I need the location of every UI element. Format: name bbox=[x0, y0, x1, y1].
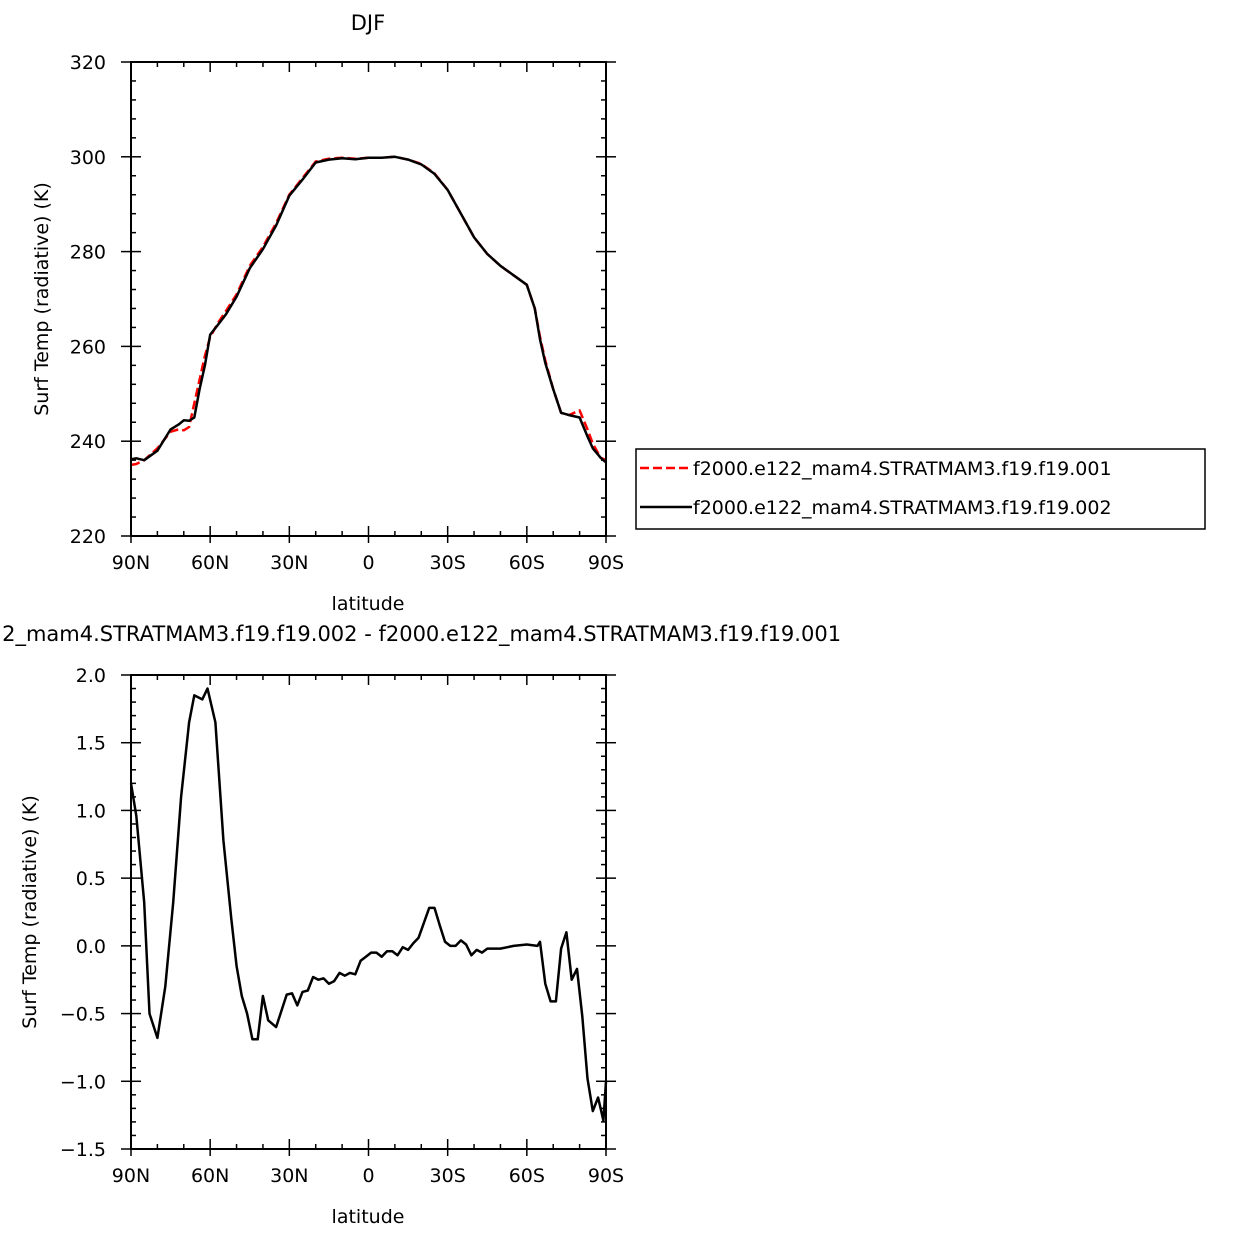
bottom-y-tick-label: 0.5 bbox=[76, 868, 106, 890]
top-panel-y-axis-label: Surf Temp (radiative) (K) bbox=[31, 182, 53, 416]
bottom-panel-series bbox=[129, 687, 608, 1122]
top-panel: DJF 90N 60N 30N 0 30S 60S 90S 220 240 260 280 300 32… bbox=[31, 11, 1206, 615]
legend-box bbox=[635, 448, 1206, 530]
top-x-tick-label: 0 bbox=[362, 552, 374, 574]
bottom-y-tick-label: 0.0 bbox=[76, 936, 106, 958]
top-panel-frame bbox=[130, 61, 607, 537]
bottom-series-line-0 bbox=[129, 687, 608, 1122]
bottom-x-tick-label: 60S bbox=[509, 1165, 545, 1187]
bottom-panel: f2000.e122_mam4.STRATMAM3.f19.f19.002 - … bbox=[0, 622, 841, 1228]
top-x-tick-label: 30N bbox=[270, 552, 308, 574]
bottom-x-tick-label: 30S bbox=[430, 1165, 466, 1187]
bottom-y-tick-label: −0.5 bbox=[60, 1004, 106, 1026]
bottom-x-tick-label: 30N bbox=[270, 1165, 308, 1187]
top-y-tick-label: 320 bbox=[70, 52, 106, 74]
top-y-tick-label: 220 bbox=[70, 526, 106, 548]
bottom-panel-y-axis-label: Surf Temp (radiative) (K) bbox=[19, 795, 41, 1029]
bottom-panel-title: f2000.e122_mam4.STRATMAM3.f19.f19.002 - … bbox=[0, 622, 841, 647]
top-series-line-1 bbox=[130, 155, 607, 464]
top-panel-x-axis-label: latitude bbox=[332, 593, 405, 615]
bottom-y-tick-label: 1.5 bbox=[76, 733, 106, 755]
top-x-tick-label: 30S bbox=[430, 552, 466, 574]
top-panel-series bbox=[130, 155, 607, 467]
bottom-y-tick-label: 2.0 bbox=[76, 665, 106, 687]
top-y-tick-label: 260 bbox=[70, 336, 106, 358]
bottom-y-tick-label: 1.0 bbox=[76, 800, 106, 822]
bottom-panel-x-axis-label: latitude bbox=[332, 1206, 405, 1228]
legend-label-002: f2000.e122_mam4.STRATMAM3.f19.f19.002 bbox=[693, 497, 1112, 519]
top-panel-ticks: 90N 60N 30N 0 30S 60S 90S 220 240 260 280 300 320 bbox=[70, 52, 624, 574]
legend: f2000.e122_mam4.STRATMAM3.f19.f19.001 f2… bbox=[635, 448, 1206, 530]
bottom-x-tick-label: 90S bbox=[588, 1165, 624, 1187]
top-y-tick-label: 280 bbox=[70, 242, 106, 264]
top-x-tick-label: 90N bbox=[112, 552, 150, 574]
bottom-y-tick-label: −1.5 bbox=[60, 1139, 106, 1161]
bottom-x-tick-label: 60N bbox=[191, 1165, 229, 1187]
bottom-y-tick-label: −1.0 bbox=[60, 1071, 106, 1093]
legend-label-001: f2000.e122_mam4.STRATMAM3.f19.f19.001 bbox=[693, 458, 1112, 480]
bottom-panel-frame bbox=[130, 674, 607, 1150]
top-x-tick-label: 90S bbox=[588, 552, 624, 574]
top-y-tick-label: 240 bbox=[70, 431, 106, 453]
top-panel-title: DJF bbox=[351, 11, 385, 35]
top-y-tick-label: 300 bbox=[70, 147, 106, 169]
top-x-tick-label: 60S bbox=[509, 552, 545, 574]
bottom-x-tick-label: 90N bbox=[112, 1165, 150, 1187]
bottom-x-tick-label: 0 bbox=[362, 1165, 374, 1187]
top-x-tick-label: 60N bbox=[191, 552, 229, 574]
